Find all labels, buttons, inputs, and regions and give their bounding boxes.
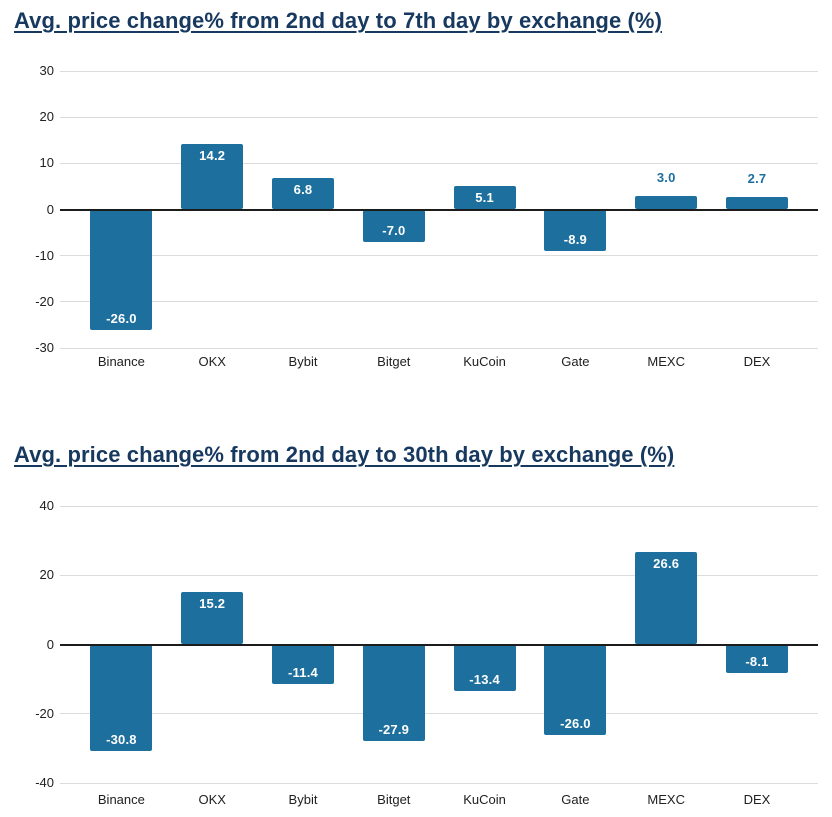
x-axis-label-binance: Binance <box>97 354 145 369</box>
gridline-y20 <box>60 574 818 576</box>
bar-okx <box>181 591 244 645</box>
x-axis-label-kucoin: KuCoin <box>463 354 506 369</box>
bar-kucoin <box>453 644 516 691</box>
bar-mexc <box>635 552 698 645</box>
x-axis-label-bitget: Bitget <box>377 354 411 369</box>
value-label-mexc: 3.0 <box>656 169 676 185</box>
y-axis-tick-40: 40 <box>39 498 54 513</box>
y-axis-tick-0: 0 <box>46 636 54 652</box>
bar-bitget <box>362 209 425 242</box>
value-label-okx: 14.2 <box>199 147 226 163</box>
bar-binance <box>90 209 153 330</box>
zero-axis-line <box>60 643 818 646</box>
value-label-dex: 2.7 <box>747 171 767 187</box>
chart-7day-title: Avg. price change% from 2nd day to 7th d… <box>14 8 663 33</box>
gridline-y-20 <box>60 713 818 715</box>
value-label-binance: -26.0 <box>106 310 137 326</box>
bar-mexc <box>635 195 698 210</box>
value-label-kucoin: -13.4 <box>469 671 500 687</box>
gridline-y-10 <box>60 255 818 257</box>
value-label-bybit: 6.8 <box>293 182 313 198</box>
value-label-bitget: -7.0 <box>382 222 406 238</box>
bar-binance <box>90 644 153 752</box>
x-axis-label-okx: OKX <box>198 792 226 807</box>
bar-bitget <box>362 644 425 742</box>
x-axis-label-bybit: Bybit <box>288 792 318 807</box>
bar-dex <box>726 197 788 210</box>
value-label-gate: -8.9 <box>563 231 587 247</box>
chart-7day-plot: 30 20 10 0 -10 -20 -30 -26.0 Binance 14.2 OKX 6.8 By… <box>35 63 818 369</box>
y-axis-tick-10: 10 <box>39 155 54 171</box>
x-axis-label-bitget: Bitget <box>377 792 411 807</box>
bar-gate <box>544 209 607 251</box>
x-axis-label-binance: Binance <box>97 792 145 807</box>
x-axis-label-dex: DEX <box>743 792 771 807</box>
y-axis-tick--20: -20 <box>35 293 54 309</box>
y-axis-tick-20: 20 <box>39 109 54 125</box>
gridline-y30 <box>60 70 818 72</box>
x-axis-label-gate: Gate <box>561 354 590 369</box>
gridline-y-30 <box>60 347 818 349</box>
chart-7day-section: Avg. price change% from 2nd day to 7th d… <box>14 8 818 369</box>
bar-bybit <box>272 644 334 684</box>
y-axis-tick-0: 0 <box>46 201 54 217</box>
x-axis-label-kucoin: KuCoin <box>463 792 506 807</box>
zero-axis-line <box>60 208 818 211</box>
gridline-y10 <box>60 162 818 164</box>
value-label-bitget: -27.9 <box>378 722 410 738</box>
bar-kucoin <box>453 185 516 210</box>
x-axis-label-dex: DEX <box>743 354 771 369</box>
value-label-mexc: 26.6 <box>653 556 680 572</box>
gridline-y-40 <box>60 782 818 784</box>
chart-30day-title: Avg. price change% from 2nd day to 30th … <box>14 442 675 467</box>
value-label-bybit: -11.4 <box>288 664 318 680</box>
x-axis-label-mexc: MEXC <box>647 354 685 369</box>
bar-okx <box>181 143 244 210</box>
bar-dex <box>726 644 788 673</box>
y-axis-tick-30: 30 <box>39 63 54 78</box>
y-axis-tick--30: -30 <box>35 340 54 355</box>
x-axis-label-mexc: MEXC <box>647 792 685 807</box>
value-label-binance: -30.8 <box>106 732 137 748</box>
gridline-y-20 <box>60 301 818 303</box>
y-axis-tick-20: 20 <box>39 567 54 583</box>
y-axis-tick--20: -20 <box>35 705 54 721</box>
x-axis-label-bybit: Bybit <box>288 354 318 369</box>
value-label-okx: 15.2 <box>199 595 226 611</box>
bar-gate <box>544 644 607 735</box>
chart-30day-plot: 40 20 0 -20 -40 -30.8 Binance 15.2 OKX -11.4 Bybit… <box>0 434 832 817</box>
y-axis-tick--40: -40 <box>35 775 54 790</box>
bar-bybit <box>272 178 334 210</box>
x-axis-label-okx: OKX <box>198 354 226 369</box>
y-axis-tick--10: -10 <box>35 247 54 263</box>
value-label-gate: -26.0 <box>560 715 591 731</box>
value-label-dex: -8.1 <box>745 653 769 669</box>
x-axis-label-gate: Gate <box>561 792 590 807</box>
chart-30day-section: Avg. price change% from 2nd day to 30th … <box>0 434 832 817</box>
gridline-y40 <box>60 505 818 507</box>
gridline-y20 <box>60 116 818 118</box>
value-label-kucoin: 5.1 <box>475 189 494 205</box>
